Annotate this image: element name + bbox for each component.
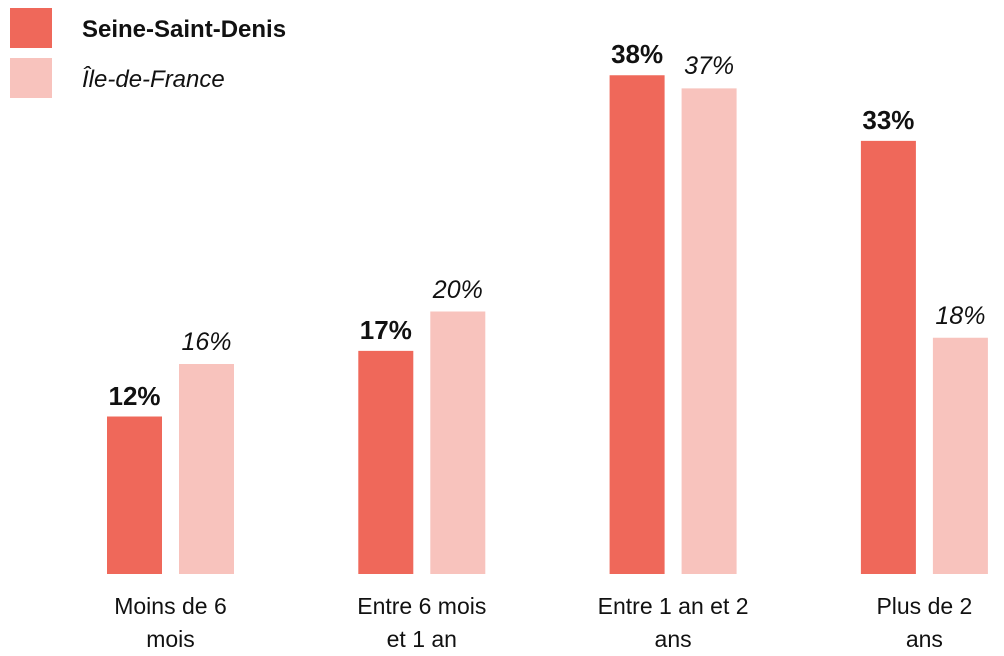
bar [681,88,737,574]
value-label: 12% [108,380,161,411]
bar [430,311,486,574]
value-label: 17% [359,314,412,345]
value-label: 37% [684,52,735,81]
x-tick-label: Entre 6 mois et 1 an [357,593,487,652]
bar [179,364,234,574]
value-label: 18% [935,301,986,330]
legend-label: Seine-Saint-Denis [82,16,287,43]
x-tick-label: Plus de 2 ans [876,593,973,652]
bar [358,350,414,574]
value-label: 33% [862,104,915,135]
bar [107,416,162,574]
legend-label: Île-de-France [82,66,225,93]
legend-swatch [10,58,52,98]
legend-swatch [10,8,52,48]
bar [860,140,916,574]
value-label: 20% [432,275,483,304]
x-tick-label: Entre 1 an et 2 ans [597,593,749,652]
bar [609,75,665,574]
bar [932,337,988,574]
value-label: 16% [181,328,232,356]
value-label: 38% [611,39,664,70]
x-tick-label: Moins de 6 mois [114,593,227,652]
